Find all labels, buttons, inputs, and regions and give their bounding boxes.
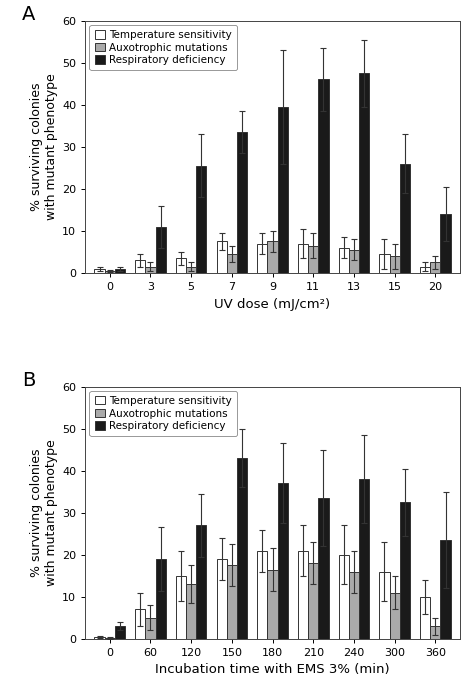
Bar (146, 267, 155, 273)
Bar (298, 550, 308, 639)
Bar (217, 241, 227, 273)
X-axis label: Incubation time with EMS 3% (min): Incubation time with EMS 3% (min) (155, 664, 390, 677)
Bar (278, 107, 288, 273)
Text: B: B (22, 372, 35, 390)
Bar (339, 555, 349, 639)
Bar (308, 563, 319, 639)
Bar (400, 502, 410, 639)
Bar (155, 559, 166, 639)
Bar (267, 570, 278, 639)
Bar (278, 483, 288, 639)
Bar (115, 269, 125, 273)
Bar (94, 269, 105, 273)
Bar (420, 597, 430, 639)
Bar (359, 74, 369, 273)
Bar (94, 637, 105, 639)
Bar (186, 267, 196, 273)
Bar (105, 271, 115, 273)
Bar (440, 214, 451, 273)
Bar (319, 80, 328, 273)
Bar (298, 243, 308, 273)
Bar (420, 267, 430, 273)
Bar (339, 248, 349, 273)
Bar (349, 572, 359, 639)
Bar (430, 262, 440, 273)
Bar (430, 627, 440, 639)
Bar (237, 132, 247, 273)
Bar (176, 576, 186, 639)
Legend: Temperature sensitivity, Auxotrophic mutations, Respiratory deficiency: Temperature sensitivity, Auxotrophic mut… (90, 391, 237, 436)
Bar (359, 479, 369, 639)
X-axis label: UV dose (mJ/cm²): UV dose (mJ/cm²) (215, 297, 330, 311)
Bar (379, 572, 390, 639)
Bar (186, 584, 196, 639)
Bar (390, 256, 400, 273)
Bar (115, 627, 125, 639)
Bar (257, 243, 267, 273)
Bar (308, 246, 319, 273)
Bar (257, 550, 267, 639)
Bar (217, 559, 227, 639)
Bar (349, 250, 359, 273)
Bar (146, 618, 155, 639)
Bar (227, 565, 237, 639)
Y-axis label: % surviving colonies
with mutant phenotype: % surviving colonies with mutant phenoty… (30, 74, 58, 220)
Bar (135, 609, 146, 639)
Bar (440, 540, 451, 639)
Bar (196, 526, 206, 639)
Text: A: A (22, 5, 35, 25)
Bar (390, 593, 400, 639)
Bar (379, 254, 390, 273)
Bar (400, 164, 410, 273)
Bar (135, 260, 146, 273)
Bar (155, 227, 166, 273)
Bar (319, 498, 328, 639)
Y-axis label: % surviving colonies
with mutant phenotype: % surviving colonies with mutant phenoty… (30, 440, 58, 586)
Bar (227, 254, 237, 273)
Bar (176, 258, 186, 273)
Bar (267, 241, 278, 273)
Bar (105, 638, 115, 639)
Bar (196, 166, 206, 273)
Bar (237, 458, 247, 639)
Legend: Temperature sensitivity, Auxotrophic mutations, Respiratory deficiency: Temperature sensitivity, Auxotrophic mut… (90, 25, 237, 70)
